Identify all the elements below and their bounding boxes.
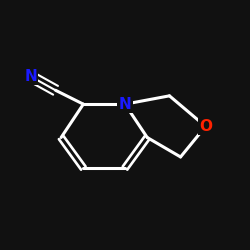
Text: N: N (119, 97, 132, 112)
Text: N: N (24, 69, 37, 84)
Text: O: O (199, 119, 212, 134)
